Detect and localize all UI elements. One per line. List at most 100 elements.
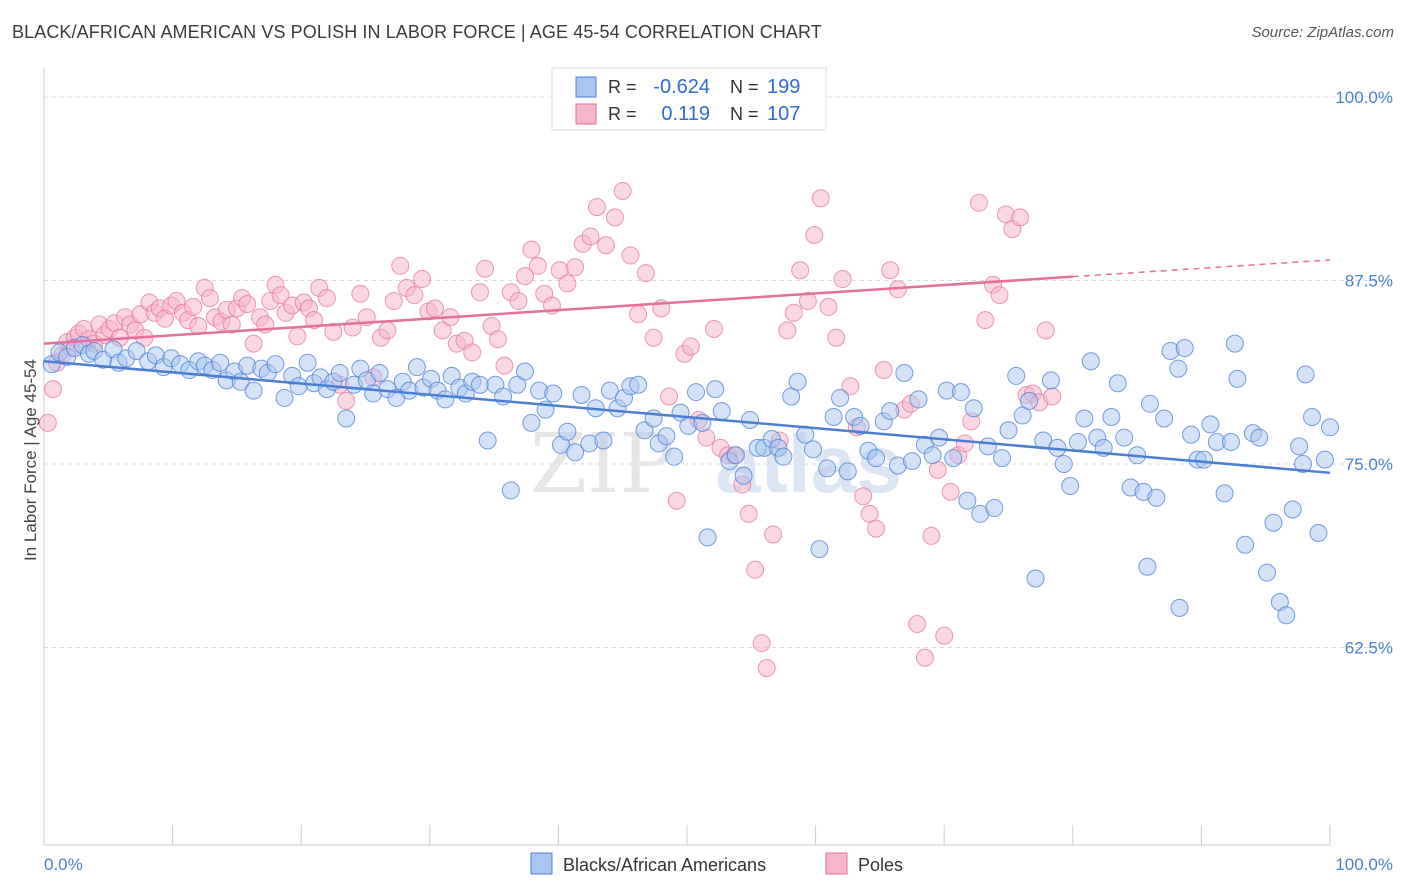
blacks-point-143 <box>1068 432 1087 451</box>
poles-trend-extension <box>1072 259 1331 278</box>
chart-title: BLACK/AFRICAN AMERICAN VS POLISH IN LABO… <box>12 22 822 42</box>
blacks-point-72 <box>572 386 591 405</box>
poles-trend-line <box>43 275 1073 345</box>
poles-point-133 <box>881 261 900 280</box>
blacks-point-144 <box>1075 409 1094 428</box>
bottom-legend-swatch-blue <box>530 852 553 875</box>
blacks-point-178 <box>1302 408 1321 427</box>
poles-point-124 <box>819 297 838 316</box>
poles-point-88 <box>558 274 577 293</box>
poles-point-123 <box>811 189 830 208</box>
blacks-point-166 <box>1221 432 1240 451</box>
poles-point-51 <box>305 311 324 330</box>
blacks-point-70 <box>558 422 577 441</box>
legend-n-label-2: N = <box>730 104 759 124</box>
poles-point-70 <box>433 321 452 340</box>
poles-point-137 <box>908 615 927 634</box>
poles-point-40 <box>244 334 263 353</box>
y-tick-label-0: 62.5% <box>1345 639 1393 658</box>
y-tick-label-1: 75.0% <box>1345 455 1393 474</box>
blacks-point-185 <box>1293 455 1312 473</box>
blacks-point-180 <box>1315 450 1334 469</box>
poles-point-75 <box>470 283 489 302</box>
trend-lines <box>43 259 1331 475</box>
blacks-point-160 <box>1182 425 1201 444</box>
blacks-point-182 <box>1225 334 1244 353</box>
blacks-point-63 <box>508 375 527 394</box>
poles-point-104 <box>681 337 700 356</box>
blacks-point-128 <box>964 399 983 418</box>
poles-point-132 <box>874 361 893 380</box>
legend-r-value-2: 0.119 <box>661 103 710 125</box>
blacks-point-101 <box>774 447 793 466</box>
blacks-point-33 <box>298 353 317 372</box>
poles-point-76 <box>476 259 495 278</box>
blacks-point-133 <box>999 421 1018 440</box>
blacks-point-183 <box>1138 557 1157 576</box>
source-credit: Source: ZipAtlas.com <box>1251 24 1394 41</box>
poles-point-45 <box>271 286 290 305</box>
y-axis-label: In Labor Force | Age 45-54 <box>21 359 40 561</box>
poles-point-94 <box>605 208 624 227</box>
legend-n-value-2: 107 <box>767 103 800 125</box>
blacks-point-125 <box>944 449 963 468</box>
blacks-point-80 <box>629 375 648 394</box>
poles-point-131 <box>867 519 886 538</box>
blacks-point-159 <box>1175 339 1194 358</box>
poles-point-147 <box>976 311 995 330</box>
blacks-point-85 <box>665 447 684 466</box>
poles-point-121 <box>798 292 817 311</box>
poles-point-92 <box>587 198 606 217</box>
blacks-point-122 <box>923 446 942 465</box>
blacks-point-106 <box>810 540 829 559</box>
blacks-point-84 <box>657 427 676 446</box>
legend-r-value-1: -0.624 <box>653 76 710 98</box>
blacks-point-134 <box>1007 366 1026 385</box>
poles-point-29 <box>184 297 203 316</box>
blacks-point-179 <box>1309 523 1328 542</box>
poles-point-57 <box>343 318 362 337</box>
legend-swatch-pink <box>575 103 597 125</box>
blacks-point-65 <box>522 413 541 432</box>
blacks-point-105 <box>804 440 823 459</box>
blacks-point-132 <box>993 449 1012 468</box>
blacks-point-44 <box>370 363 389 382</box>
legend-swatch-blue <box>575 76 597 98</box>
poles-point-0 <box>38 413 57 432</box>
blacks-point-148 <box>1102 408 1121 427</box>
blacks-point-30 <box>275 388 294 407</box>
blacks-point-39 <box>337 409 356 428</box>
blacks-point-76 <box>600 381 619 400</box>
bottom-legend-blacks: Blacks/African Americans <box>563 855 766 875</box>
poles-point-32 <box>200 289 219 308</box>
poles-point-101 <box>659 387 678 406</box>
blacks-point-108 <box>824 408 843 427</box>
blacks-point-172 <box>1264 513 1283 532</box>
poles-point-63 <box>384 292 403 311</box>
poles-point-58 <box>351 284 370 303</box>
poles-point-97 <box>629 305 648 324</box>
poles-point-149 <box>990 286 1009 305</box>
poles-point-152 <box>1011 208 1030 227</box>
poles-point-67 <box>413 270 432 289</box>
poles-point-112 <box>739 504 758 523</box>
blacks-point-59 <box>478 431 497 450</box>
blacks-point-130 <box>978 437 997 456</box>
poles-point-84 <box>528 256 547 275</box>
poles-point-116 <box>764 525 783 544</box>
blacks-point-109 <box>831 388 850 407</box>
blacks-point-110 <box>838 462 857 481</box>
blacks-point-141 <box>1054 455 1073 473</box>
bottom-legend: Blacks/African Americans Poles <box>530 852 903 875</box>
poles-point-62 <box>378 321 397 340</box>
blacks-point-139 <box>1041 371 1060 390</box>
poles-point-39 <box>238 294 257 313</box>
blacks-point-127 <box>958 491 977 510</box>
blacks-point-158 <box>1169 359 1188 378</box>
blacks-point-150 <box>1115 428 1134 447</box>
poles-point-48 <box>288 327 307 346</box>
blacks-point-120 <box>909 390 928 409</box>
blacks-point-176 <box>1290 437 1309 456</box>
blacks-point-184 <box>1170 598 1189 617</box>
legend-n-value-1: 199 <box>767 76 800 98</box>
